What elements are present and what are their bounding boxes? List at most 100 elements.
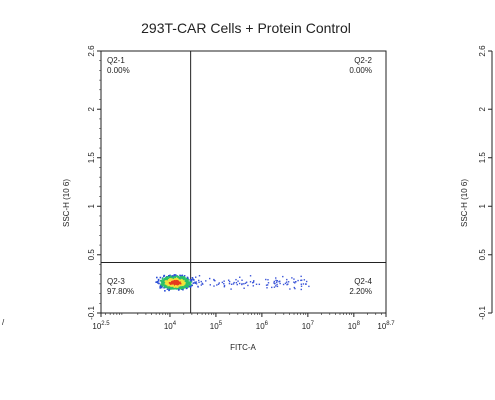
event-dot — [291, 277, 293, 279]
event-dot — [181, 285, 184, 288]
event-dot — [185, 282, 188, 284]
event-dot — [267, 282, 270, 284]
event-dot — [193, 279, 195, 281]
event-dot — [174, 283, 176, 286]
event-dot — [155, 281, 157, 283]
event-dot — [166, 277, 168, 279]
event-dot — [171, 276, 173, 279]
event-dot — [171, 287, 173, 290]
event-dot — [195, 281, 198, 283]
event-dot — [197, 285, 199, 288]
event-dot — [169, 280, 171, 283]
event-dot — [186, 279, 189, 282]
event-dot — [167, 284, 170, 286]
event-dot — [164, 283, 167, 285]
event-dot — [163, 281, 166, 284]
event-dot — [237, 280, 239, 282]
event-dot — [273, 280, 276, 283]
event-dot — [172, 285, 174, 287]
event-dot — [172, 280, 175, 283]
event-dot — [162, 283, 165, 285]
event-dot — [243, 283, 245, 285]
event-dot — [189, 282, 192, 285]
event-dot — [170, 284, 172, 287]
event-dot — [173, 287, 176, 289]
event-dot — [243, 287, 245, 289]
event-dot — [166, 286, 169, 289]
event-dot — [185, 278, 188, 281]
event-dot — [266, 287, 268, 289]
event-dot — [173, 279, 176, 282]
event-dot — [186, 283, 189, 286]
event-dot — [173, 274, 175, 277]
event-dot — [213, 285, 215, 287]
event-dot — [294, 282, 296, 284]
event-dot — [177, 288, 180, 291]
event-dot — [160, 286, 163, 289]
event-dot — [169, 283, 171, 286]
event-dot — [184, 277, 186, 279]
event-dot — [164, 284, 167, 287]
event-dot — [181, 276, 184, 279]
event-dot — [188, 285, 190, 288]
event-dot — [275, 285, 277, 287]
event-dot — [180, 287, 182, 290]
event-dot — [179, 281, 182, 283]
event-dot — [249, 275, 252, 277]
event-dot — [286, 278, 288, 281]
event-dot — [166, 288, 169, 290]
event-dot — [179, 285, 182, 288]
event-dot — [159, 286, 161, 288]
svg-text:1: 1 — [478, 203, 487, 208]
event-dot — [198, 275, 201, 277]
quadrant-name: Q2-2 — [354, 56, 372, 65]
y-tick-label: 1.5 — [87, 152, 96, 164]
event-dot — [183, 281, 185, 283]
event-dot — [308, 285, 310, 288]
event-dot — [158, 282, 160, 285]
event-dot — [189, 286, 192, 288]
event-dot — [166, 276, 169, 278]
event-dot — [175, 275, 178, 277]
event-dot — [294, 287, 296, 290]
event-dot — [167, 281, 170, 284]
quadrant-percent: 97.80% — [107, 287, 134, 296]
event-dot — [178, 284, 180, 287]
event-dot — [175, 288, 178, 290]
x-tick-label: 108.7 — [377, 321, 395, 331]
event-dot — [208, 277, 211, 280]
event-dot — [282, 283, 285, 286]
event-dot — [157, 282, 159, 284]
event-dot — [167, 287, 170, 290]
event-dot — [293, 278, 295, 280]
event-dot — [185, 277, 188, 280]
event-dot — [186, 276, 189, 279]
event-dot — [169, 282, 172, 285]
event-dot — [233, 281, 235, 284]
event-dot — [171, 284, 173, 287]
event-dot — [267, 279, 269, 281]
event-dot — [182, 287, 184, 289]
event-dot — [284, 282, 287, 285]
event-dot — [168, 289, 170, 292]
event-dot — [169, 288, 172, 290]
event-dot — [195, 283, 198, 285]
event-dot — [244, 282, 247, 284]
event-dot — [175, 277, 178, 280]
event-dot — [179, 282, 182, 285]
event-dot — [235, 282, 238, 284]
event-dot — [180, 280, 183, 283]
event-dot — [190, 285, 192, 287]
event-dot — [230, 283, 233, 286]
y-axis: -0.1 0.5 1 1.5 2 2.6 — [87, 45, 101, 320]
event-dot — [184, 280, 187, 282]
event-dot — [300, 279, 303, 281]
event-dot — [180, 276, 183, 278]
event-dot — [183, 282, 186, 285]
event-dot — [265, 284, 268, 286]
event-dot — [202, 283, 204, 285]
event-dot — [188, 281, 190, 284]
event-dot — [173, 286, 176, 288]
svg-text:0.5: 0.5 — [478, 249, 487, 261]
event-dot — [173, 285, 175, 287]
